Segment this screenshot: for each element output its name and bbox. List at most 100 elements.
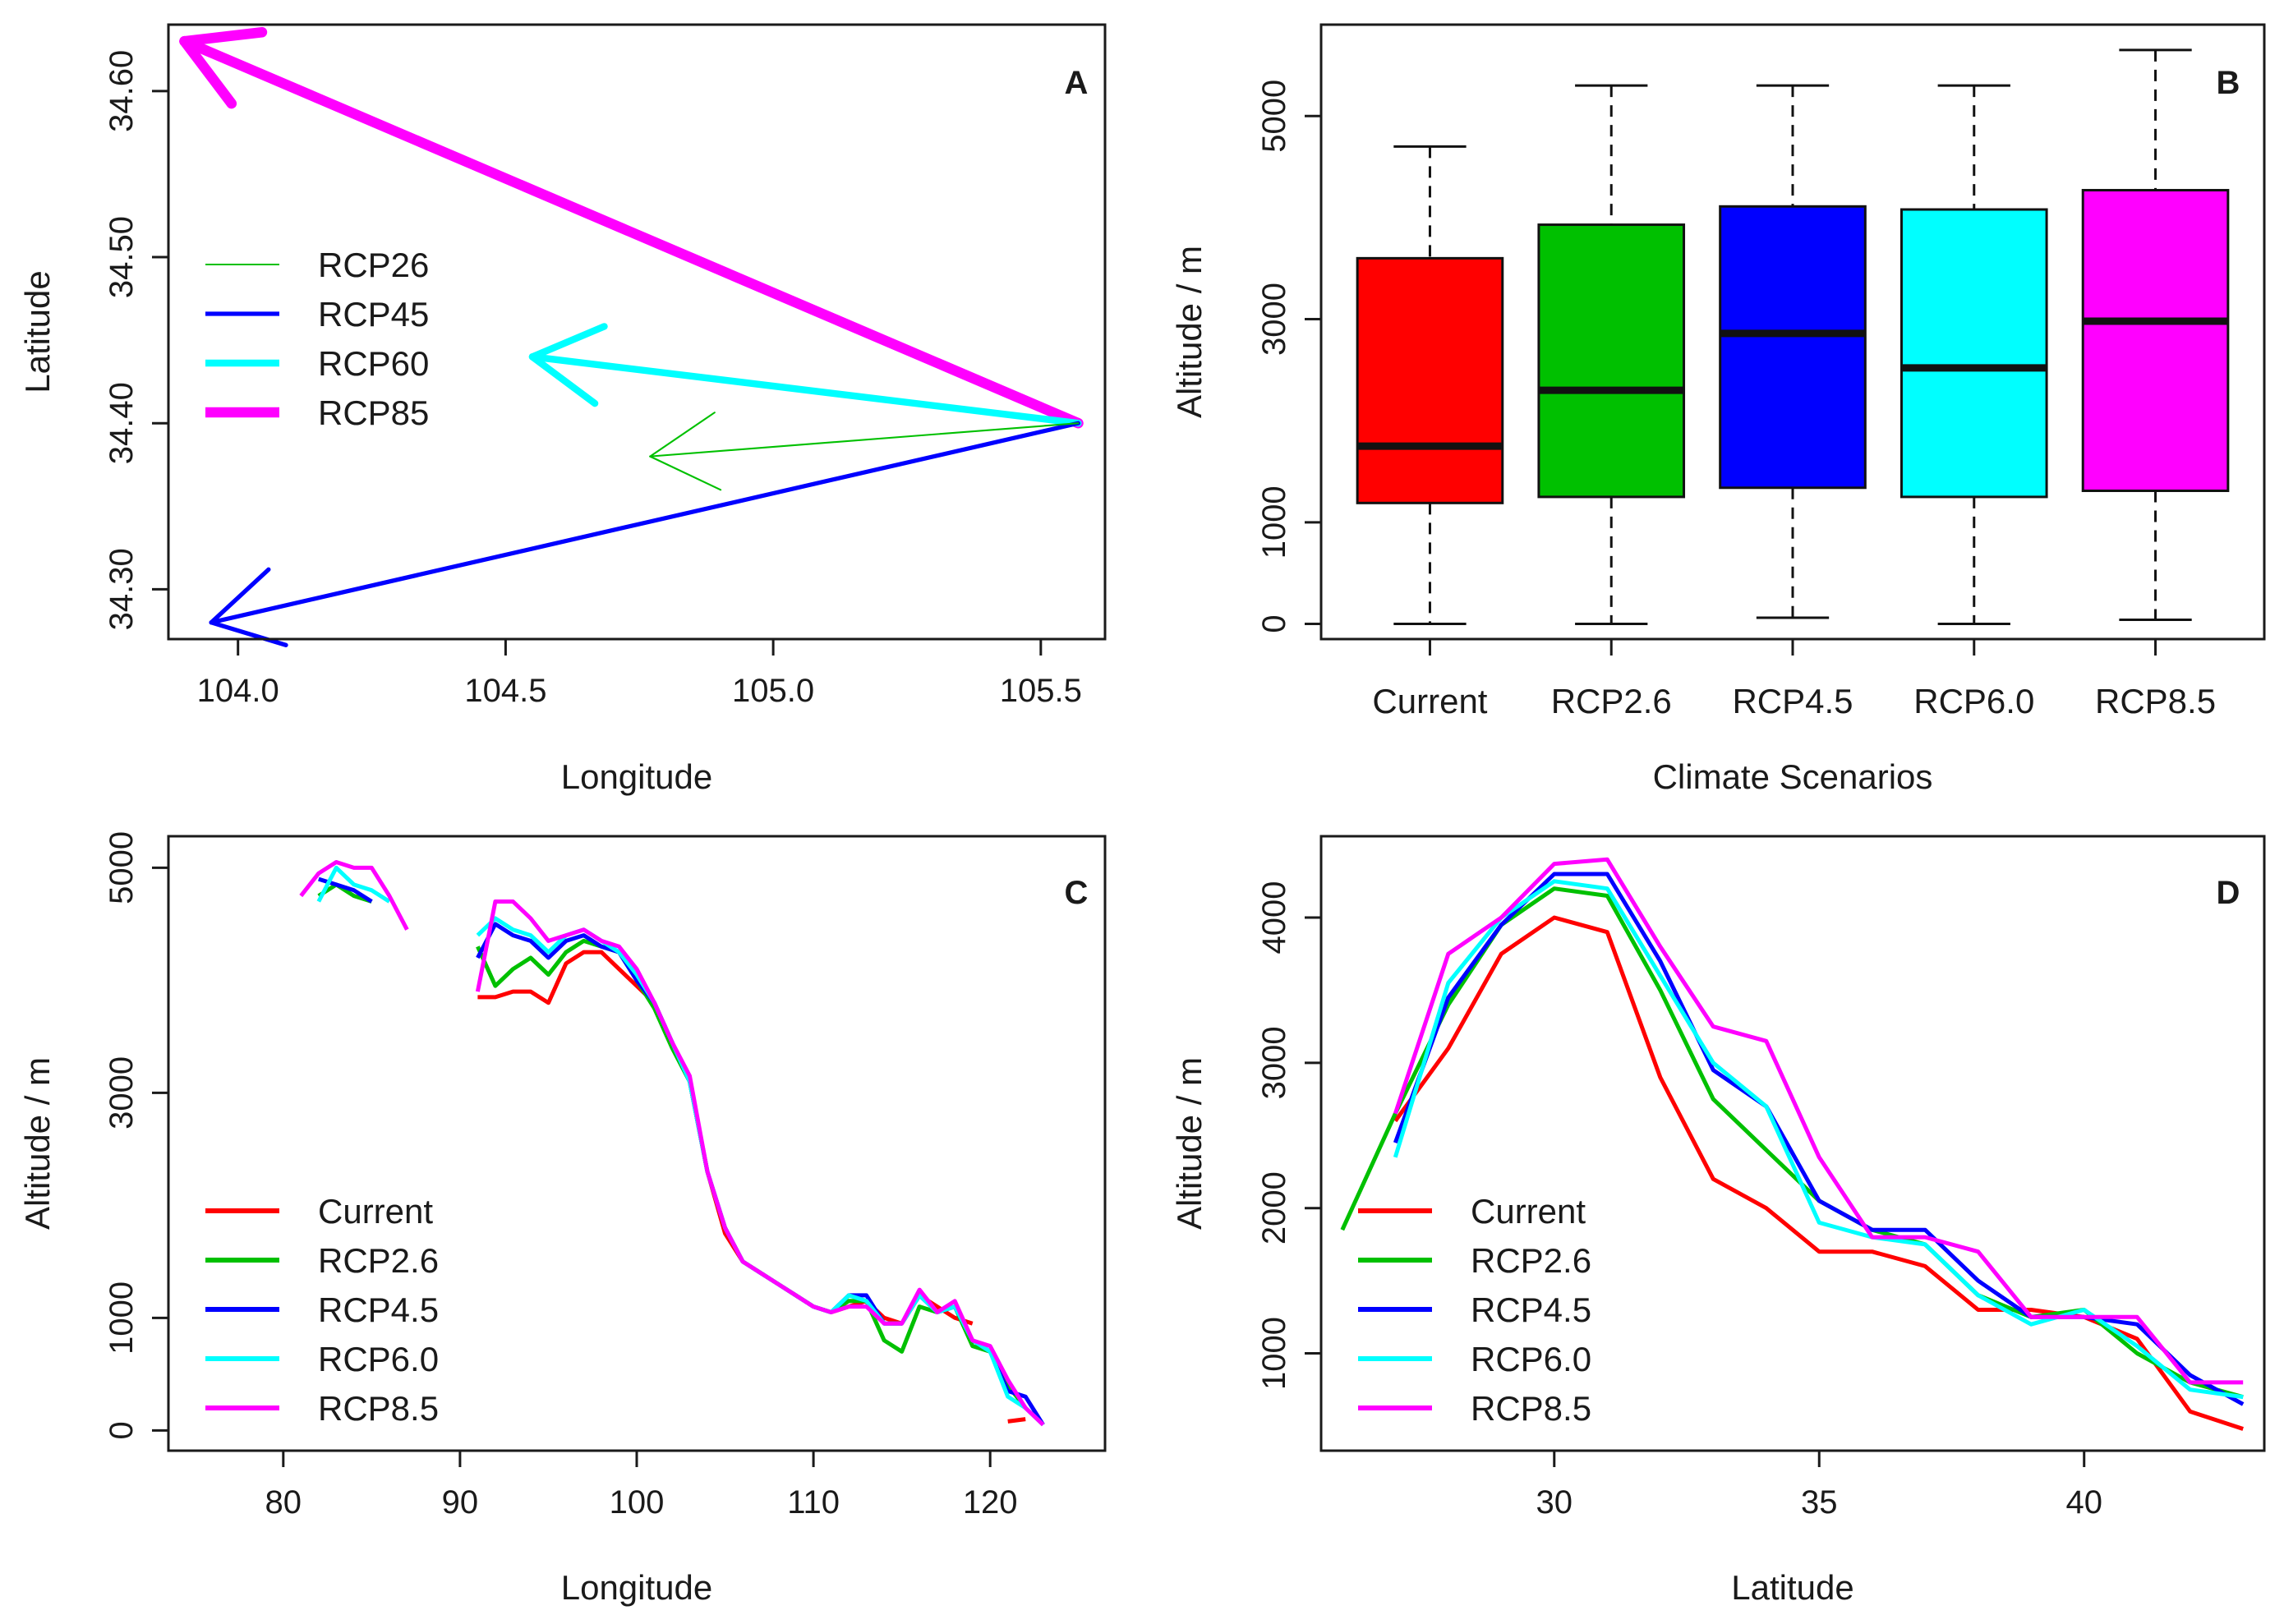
x-tick-label: 110 (787, 1484, 840, 1520)
x-tick-label: RCP6.0 (1913, 682, 2034, 720)
panel-b-y-ticks: 0 1000 3000 5000 (1256, 80, 1321, 633)
panel-d-y-axis-label: Altitude / m (1170, 1057, 1209, 1230)
y-tick-label: 1000 (1256, 485, 1292, 559)
panel-b-y-axis-label: Altitude / m (1170, 246, 1209, 418)
panel-d-y-ticks: 1000 2000 3000 4000 (1256, 881, 1321, 1390)
y-tick-label: 34.40 (104, 382, 140, 464)
legend-label-rcp8-5: RCP8.5 (318, 1389, 439, 1428)
x-tick-label: 105.5 (1000, 673, 1082, 709)
panel-c-lines (299, 860, 1045, 1427)
panel-d-legend: Current RCP2.6 RCP4.5 RCP6.0 RCP8.5 (1358, 1192, 1591, 1428)
x-tick-label: RCP8.5 (2095, 682, 2216, 720)
panel-b-letter: B (2217, 65, 2240, 101)
series-line-rcp8-5 (299, 860, 409, 931)
box-rcp6-0 (1899, 84, 2048, 625)
legend-label-rcp8-5: RCP8.5 (1471, 1389, 1591, 1428)
panel-c-x-ticks: 80 90 100 110 120 (265, 1451, 1018, 1520)
panel-c-y-ticks: 0 1000 3000 5000 (104, 831, 168, 1439)
panel-a-frame (167, 23, 1107, 641)
panel-d-frame (1319, 835, 2266, 1452)
box-iqr (2081, 189, 2230, 492)
legend-label-rcp2-6: RCP2.6 (318, 1241, 439, 1280)
legend-label-current: Current (318, 1192, 433, 1231)
x-tick-label: RCP2.6 (1551, 682, 1672, 720)
x-tick-label: 104.0 (197, 673, 279, 709)
box-iqr (1356, 256, 1504, 504)
legend-label-rcp4-5: RCP4.5 (1471, 1290, 1591, 1329)
y-tick-label: 2000 (1256, 1171, 1292, 1244)
panel-b-boxes (1356, 48, 2230, 625)
arrow-head-rcp60 (528, 323, 608, 361)
panel-a-legend: RCP26 RCP45 RCP60 RCP85 (205, 246, 429, 432)
panel-c-frame (167, 835, 1107, 1452)
x-tick-label: RCP4.5 (1732, 682, 1853, 720)
panel-b: Current RCP2.6 RCP4.5 RCP6.0 RCP8.5 0 1000 300… (1170, 23, 2266, 796)
arrow-head-rcp45 (209, 567, 271, 625)
panel-a-letter: A (1065, 65, 1089, 101)
box-iqr (1537, 223, 1686, 499)
panel-a-arrows (179, 26, 1084, 647)
panel-a-y-ticks: 34.30 34.40 34.50 34.60 (104, 50, 168, 630)
panel-a-x-axis-label: Longitude (561, 757, 713, 796)
y-tick-label: 34.60 (104, 50, 140, 132)
x-tick-label: 35 (1801, 1484, 1838, 1520)
arrow-rcp26 (649, 422, 1080, 458)
legend-label-rcp45: RCP45 (318, 295, 429, 334)
y-tick-label: 3000 (104, 1056, 140, 1129)
series-line-rcp8-5 (475, 899, 1045, 1427)
arrow-head-rcp26 (649, 455, 722, 491)
series-line-current (1007, 1417, 1026, 1424)
series-line-rcp8-5 (1393, 857, 2244, 1385)
y-tick-label: 0 (1256, 614, 1292, 633)
arrow-rcp60 (528, 353, 1082, 427)
panel-c-legend: Current RCP2.6 RCP4.5 RCP6.0 RCP8.5 (205, 1192, 439, 1428)
y-tick-label: 3000 (1256, 283, 1292, 356)
legend-label-rcp6-0: RCP6.0 (1471, 1340, 1591, 1378)
y-tick-label: 34.50 (104, 216, 140, 298)
y-tick-label: 34.30 (104, 548, 140, 630)
x-tick-label: 120 (963, 1484, 1018, 1520)
arrow-head-rcp26 (649, 412, 716, 458)
panel-d-x-ticks: 30 35 40 (1536, 1451, 2102, 1520)
box-iqr (1899, 208, 2048, 499)
y-tick-label: 3000 (1256, 1026, 1292, 1099)
x-tick-label: Current (1372, 682, 1487, 720)
y-tick-label: 5000 (1256, 80, 1292, 153)
panel-c-y-axis-label: Altitude / m (18, 1057, 57, 1230)
legend-label-rcp4-5: RCP4.5 (318, 1290, 439, 1329)
y-tick-label: 5000 (104, 831, 140, 904)
series-line-rcp6-0 (1393, 879, 2244, 1400)
arrow-head-rcp85 (179, 35, 237, 109)
panel-b-x-ticks: Current RCP2.6 RCP4.5 RCP6.0 RCP8.5 (1372, 639, 2216, 720)
panel-d-letter: D (2217, 875, 2240, 911)
panel-a: 104.0 104.5 105.0 105.5 34.30 34.40 34.50 34.6… (18, 23, 1107, 796)
legend-label-rcp2-6: RCP2.6 (1471, 1241, 1591, 1280)
arrow-head-rcp45 (209, 620, 288, 647)
y-tick-label: 0 (104, 1421, 140, 1439)
box-rcp2-6 (1537, 84, 1686, 625)
arrow-head-rcp85 (179, 26, 268, 47)
panel-a-x-ticks: 104.0 104.5 105.0 105.5 (197, 639, 1082, 709)
panel-a-y-axis-label: Latitude (18, 270, 57, 393)
panel-d-lines (1340, 857, 2245, 1431)
legend-label-current: Current (1471, 1192, 1586, 1231)
series-line-rcp6-0 (476, 916, 1045, 1427)
x-tick-label: 100 (610, 1484, 665, 1520)
x-tick-label: 105.0 (732, 673, 814, 709)
x-tick-label: 30 (1536, 1484, 1573, 1520)
x-tick-label: 40 (2065, 1484, 2102, 1520)
panel-c-letter: C (1065, 875, 1089, 911)
y-tick-label: 1000 (1256, 1317, 1292, 1390)
arrow-head-rcp60 (528, 353, 599, 407)
panel-d-x-axis-label: Latitude (1731, 1568, 1853, 1607)
legend-label-rcp85: RCP85 (318, 393, 429, 432)
panel-b-x-axis-label: Climate Scenarios (1653, 757, 1933, 796)
series-line-current (477, 950, 974, 1326)
box-current (1356, 145, 1504, 625)
panel-c-x-axis-label: Longitude (561, 1568, 713, 1607)
arrow-rcp45 (209, 421, 1081, 625)
series-line-rcp6-0 (316, 865, 391, 904)
box-iqr (1719, 205, 1867, 490)
